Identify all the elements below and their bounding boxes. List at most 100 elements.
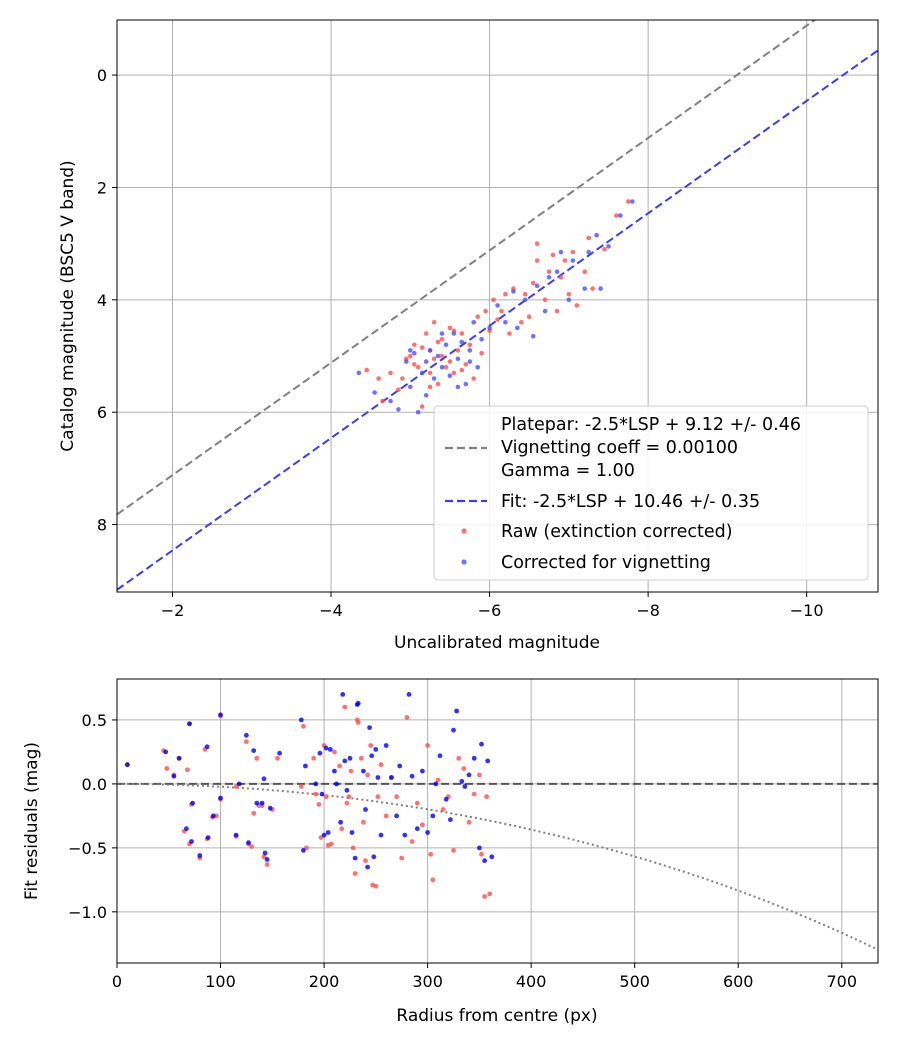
top-corrected-point [404, 359, 409, 364]
top-corrected-point [439, 331, 445, 336]
top-corrected-point [606, 244, 611, 249]
bottom-raw-point [337, 763, 342, 769]
top-chart: −2 −4 −6 −8 −10 0 2 4 6 8 Uncalibrated magnitude… [58, 19, 879, 653]
bottom-raw-point [361, 819, 366, 825]
bottom-raw-point [365, 772, 370, 778]
bottom-corrected-point [332, 768, 337, 774]
top-y-tick-label: 2 [97, 178, 107, 197]
bottom-corrected-point [355, 700, 361, 706]
top-corrected-point [479, 336, 484, 342]
bottom-corrected-point [414, 826, 420, 832]
top-raw-point [435, 381, 441, 387]
top-raw-point [546, 269, 552, 275]
top-corrected-point [542, 308, 548, 314]
bottom-corrected-point [378, 832, 384, 838]
bottom-raw-point [275, 755, 280, 761]
bottom-raw-point [461, 766, 467, 771]
top-corrected-point [598, 286, 603, 291]
top-corrected-point [546, 275, 552, 280]
top-raw-point [427, 370, 433, 376]
bottom-corrected-point [321, 832, 327, 838]
top-raw-point [566, 291, 572, 297]
top-x-axis-label: Uncalibrated magnitude [394, 633, 600, 653]
legend-platepar-text-1: Platepar: -2.5*LSP + 9.12 +/- 0.46 [501, 415, 801, 435]
top-y-tick-label: 8 [97, 516, 107, 535]
bottom-corrected-point [485, 758, 491, 764]
top-corrected-point [408, 348, 413, 353]
top-raw-point [483, 308, 488, 314]
top-corrected-point [431, 376, 437, 381]
bottom-raw-point [164, 766, 170, 771]
bottom-corrected-point [251, 748, 257, 753]
bottom-scatter-points [125, 692, 495, 899]
bottom-raw-point [428, 851, 434, 857]
bottom-corrected-point [482, 858, 487, 864]
top-raw-point [562, 258, 568, 263]
bottom-raw-point [254, 755, 260, 761]
top-corrected-point [566, 297, 572, 303]
bottom-corrected-point [190, 800, 196, 806]
bottom-corrected-point [262, 850, 268, 856]
bottom-raw-point [323, 794, 329, 800]
bottom-corrected-point [298, 717, 304, 723]
bottom-corrected-point [301, 848, 306, 853]
bottom-x-tick-label: 0 [112, 972, 122, 991]
top-raw-point [423, 331, 429, 336]
bottom-raw-point [264, 862, 270, 867]
bottom-corrected-point [187, 721, 192, 727]
bottom-corrected-point [349, 830, 355, 835]
bottom-corrected-point [264, 857, 270, 862]
bottom-x-tick-label: 600 [723, 972, 754, 991]
top-raw-point [602, 246, 607, 252]
bottom-corrected-point [254, 800, 260, 806]
bottom-raw-point [313, 791, 319, 797]
bottom-corrected-point [394, 813, 399, 819]
bottom-raw-point [355, 720, 361, 725]
bottom-corrected-point [433, 781, 439, 787]
bottom-corrected-point [334, 781, 339, 787]
top-corrected-point [427, 348, 433, 353]
top-corrected-point [408, 384, 413, 390]
top-corrected-point [467, 359, 473, 364]
top-raw-point [431, 320, 437, 325]
bottom-x-tick-label: 300 [412, 972, 443, 991]
top-raw-point [574, 303, 580, 308]
bottom-corrected-point [397, 763, 403, 769]
top-corrected-point [487, 325, 492, 331]
bottom-raw-point [373, 883, 379, 889]
bottom-raw-point [316, 802, 322, 807]
top-raw-point [570, 249, 576, 255]
top-corrected-point [495, 303, 500, 308]
top-raw-point [439, 336, 445, 342]
bottom-corrected-point [406, 692, 412, 697]
bottom-corrected-point [477, 845, 482, 851]
legend-platepar-text-2: Vignetting coeff = 0.00100 [501, 438, 738, 458]
bottom-x-tick-label: 700 [826, 972, 857, 991]
top-corrected-point [618, 213, 623, 218]
top-raw-point [590, 286, 595, 291]
bottom-corrected-point [327, 747, 333, 752]
top-corrected-point [467, 348, 473, 353]
top-corrected-point [594, 232, 599, 238]
bottom-y-tick-label: −1.0 [68, 903, 107, 922]
top-corrected-point [447, 373, 453, 379]
top-corrected-point [415, 409, 421, 415]
top-raw-point [419, 345, 425, 350]
top-raw-point [530, 280, 536, 286]
top-raw-point [534, 241, 540, 246]
top-corrected-point [423, 359, 429, 364]
legend-raw-dot-icon [461, 528, 467, 534]
bottom-raw-point [430, 877, 436, 883]
top-raw-point [558, 275, 564, 280]
bottom-corrected-point [363, 807, 368, 812]
bottom-corrected-point [352, 855, 358, 861]
bottom-raw-point [311, 755, 317, 761]
top-corrected-point [511, 289, 516, 294]
top-raw-point [380, 398, 385, 404]
bottom-corrected-point [451, 727, 456, 733]
bottom-raw-point [244, 739, 249, 745]
top-raw-point [447, 325, 453, 331]
bottom-corrected-point [317, 750, 323, 756]
top-raw-point [435, 339, 441, 345]
